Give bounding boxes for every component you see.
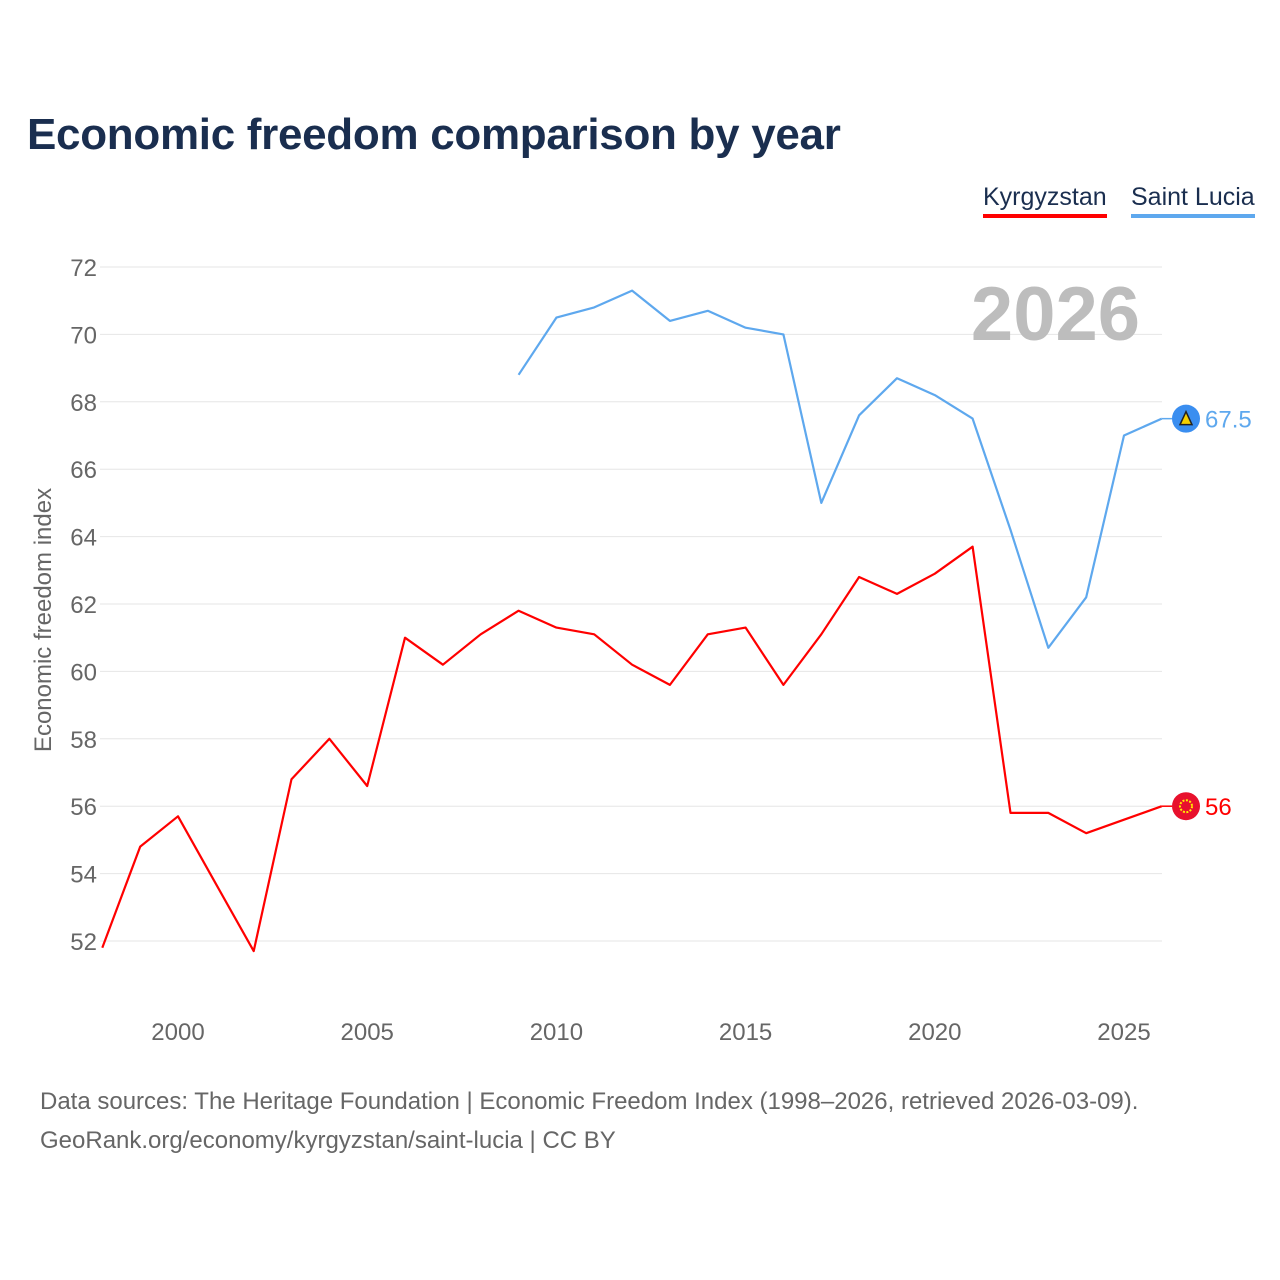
y-tick-label: 52 — [70, 929, 97, 956]
x-tick-label: 2010 — [530, 1019, 583, 1046]
y-tick-label: 70 — [70, 322, 97, 349]
chart-title: Economic freedom comparison by year — [27, 110, 841, 159]
sun-icon — [1179, 799, 1193, 814]
y-tick-label: 60 — [70, 659, 97, 686]
credit-link[interactable]: GeoRank.org/economy/kyrgyzstan/saint-luc… — [40, 1127, 616, 1154]
end-value-label: 67.5 — [1205, 407, 1252, 434]
legend-kyrgyzstan[interactable]: Kyrgyzstan — [983, 183, 1107, 218]
y-tick-label: 66 — [70, 457, 97, 484]
year-watermark: 2026 — [971, 272, 1140, 357]
kyrgyzstan-flag-icon — [1172, 792, 1200, 821]
data-sources: Data sources: The Heritage Foundation | … — [40, 1088, 1139, 1115]
x-tick-label: 2015 — [719, 1019, 772, 1046]
y-tick-label: 54 — [70, 862, 97, 889]
y-axis-label: Economic freedom index — [30, 488, 57, 752]
pitons-icon — [1178, 409, 1194, 426]
y-tick-label: 64 — [70, 525, 97, 552]
y-tick-label: 72 — [70, 255, 97, 282]
end-value-label: 56 — [1205, 794, 1232, 821]
y-tick-label: 62 — [70, 592, 97, 619]
y-tick-label: 68 — [70, 390, 97, 417]
series-line-kyrgyzstan — [101, 545, 1163, 953]
series-line-saint-lucia — [517, 289, 1163, 649]
x-tick-label: 2000 — [151, 1019, 204, 1046]
legend-saint-lucia[interactable]: Saint Lucia — [1131, 183, 1255, 218]
x-tick-label: 2005 — [341, 1019, 394, 1046]
x-tick-label: 2025 — [1097, 1019, 1150, 1046]
y-tick-label: 58 — [70, 727, 97, 754]
y-tick-label: 56 — [70, 794, 97, 821]
x-tick-label: 2020 — [908, 1019, 961, 1046]
